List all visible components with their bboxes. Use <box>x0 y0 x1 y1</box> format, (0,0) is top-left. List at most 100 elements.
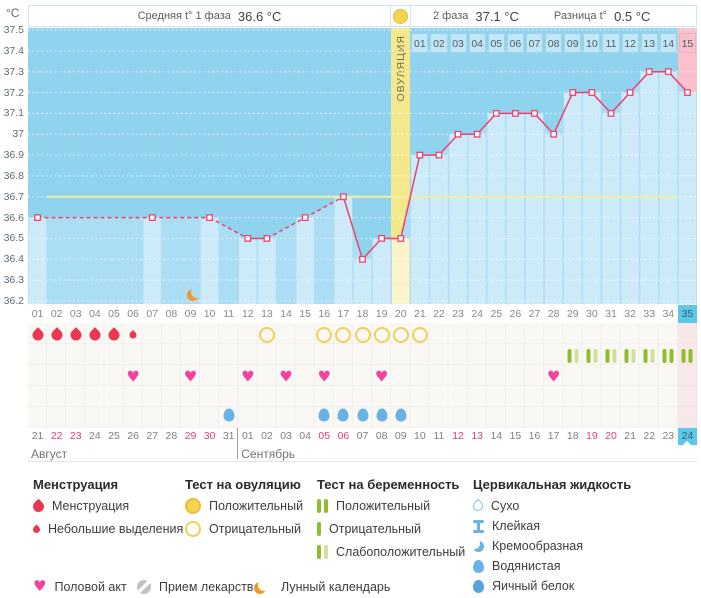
cycle-day-cell[interactable]: 28 <box>547 308 560 320</box>
cycle-day-cell[interactable]: 18 <box>356 308 369 320</box>
date-cell[interactable]: 10 <box>413 430 426 442</box>
temperature-bar[interactable] <box>678 92 697 304</box>
cycle-day-cell[interactable]: 13 <box>261 308 273 320</box>
temperature-point[interactable] <box>339 193 347 201</box>
temperature-point[interactable] <box>569 89 577 96</box>
cycle-day-cell[interactable]: 23 <box>452 308 464 320</box>
cycle-day-cell[interactable]: 20 <box>394 308 407 320</box>
date-cell[interactable]: 15 <box>509 430 522 442</box>
date-cell[interactable]: 31 <box>222 430 235 442</box>
date-cell[interactable]: 03 <box>280 430 292 442</box>
temperature-point[interactable] <box>512 109 519 117</box>
temperature-bar[interactable] <box>391 238 410 304</box>
cycle-day-cell[interactable]: 11 <box>223 308 235 320</box>
temperature-point[interactable] <box>206 214 213 222</box>
temperature-point[interactable] <box>244 235 252 242</box>
temperature-point[interactable] <box>473 130 481 138</box>
cycle-day-cell[interactable]: 05 <box>108 308 120 320</box>
temperature-point[interactable] <box>607 109 615 117</box>
temperature-bar[interactable] <box>621 92 639 304</box>
temperature-bar[interactable] <box>28 217 47 304</box>
cycle-day-cell[interactable]: 26 <box>509 308 522 320</box>
cycle-day-cell[interactable]: 06 <box>127 308 139 320</box>
temperature-bar[interactable] <box>563 92 582 304</box>
cycle-day-cell[interactable]: 08 <box>165 308 178 320</box>
cycle-day-cell[interactable]: 31 <box>605 308 617 320</box>
cycle-day-cell[interactable]: 24 <box>471 308 484 320</box>
cycle-day-cell[interactable]: 14 <box>280 308 292 320</box>
temperature-bar[interactable] <box>200 217 219 304</box>
temperature-point[interactable] <box>531 109 538 117</box>
date-cell[interactable]: 28 <box>165 430 178 442</box>
temperature-bar[interactable] <box>602 113 620 304</box>
cycle-day-cell[interactable]: 29 <box>566 308 579 320</box>
temperature-bar[interactable] <box>468 134 486 304</box>
temperature-point[interactable] <box>664 68 672 76</box>
date-cell[interactable]: 09 <box>394 430 407 442</box>
temperature-bar[interactable] <box>334 196 353 304</box>
date-cell[interactable]: 30 <box>203 430 216 442</box>
date-cell[interactable]: 24 <box>89 430 101 442</box>
cycle-day-cell[interactable]: 03 <box>69 308 82 320</box>
temperature-point[interactable] <box>263 235 271 242</box>
cycle-day-cell[interactable]: 16 <box>318 308 331 320</box>
temperature-bar[interactable] <box>525 113 544 304</box>
date-cell[interactable]: 23 <box>662 430 675 442</box>
temperature-bar[interactable] <box>544 134 563 304</box>
temperature-bar[interactable] <box>640 71 659 304</box>
cycle-day-cell[interactable]: 32 <box>624 308 636 320</box>
cycle-day-cell[interactable]: 22 <box>433 308 445 320</box>
date-cell[interactable]: 20 <box>605 430 617 442</box>
date-cell[interactable]: 26 <box>127 430 139 442</box>
temperature-bar[interactable] <box>353 259 372 304</box>
temperature-bar[interactable] <box>430 155 448 304</box>
date-cell[interactable]: 01 <box>241 430 254 442</box>
cycle-day-cell[interactable]: 12 <box>241 308 254 320</box>
temperature-point[interactable] <box>684 89 691 96</box>
date-cell[interactable]: 05 <box>318 430 331 442</box>
date-cell[interactable]: 27 <box>146 430 159 442</box>
temperature-bar[interactable] <box>296 217 314 304</box>
temperature-bar[interactable] <box>258 238 276 304</box>
date-cell[interactable]: 14 <box>490 430 503 442</box>
date-cell[interactable]: 08 <box>375 430 388 442</box>
cycle-day-cell[interactable]: 30 <box>586 308 598 320</box>
temperature-point[interactable] <box>588 89 596 96</box>
temperature-point[interactable] <box>148 214 156 222</box>
cycle-day-cell[interactable]: 27 <box>528 308 541 320</box>
temperature-bar[interactable] <box>449 134 467 304</box>
cycle-day-cell[interactable]: 15 <box>299 308 311 320</box>
date-cell[interactable]: 21 <box>31 430 44 442</box>
cycle-day-cell[interactable]: 10 <box>203 308 216 320</box>
date-cell[interactable]: 04 <box>299 430 311 442</box>
temperature-bar[interactable] <box>506 113 525 304</box>
date-cell[interactable]: 13 <box>471 430 484 442</box>
date-cell[interactable]: 18 <box>566 430 579 442</box>
cycle-day-cell[interactable]: 25 <box>490 308 503 320</box>
date-cell[interactable]: 16 <box>528 430 541 442</box>
cycle-day-cell[interactable]: 07 <box>146 308 159 320</box>
cycle-day-cell[interactable]: 01 <box>31 308 44 320</box>
date-cell[interactable]: 25 <box>108 430 120 442</box>
temperature-point[interactable] <box>378 235 386 242</box>
cycle-day-cell[interactable]: 04 <box>89 308 101 320</box>
cycle-day-cell[interactable]: 34 <box>662 308 675 320</box>
temperature-point[interactable] <box>301 214 309 222</box>
temperature-point[interactable] <box>645 68 653 76</box>
cycle-day-cell[interactable]: 09 <box>184 308 197 320</box>
date-cell[interactable]: 29 <box>184 430 197 442</box>
temperature-bar[interactable] <box>143 217 162 304</box>
date-cell[interactable]: 19 <box>586 430 598 442</box>
temperature-bar[interactable] <box>372 238 391 304</box>
cycle-day-cell[interactable]: 19 <box>375 308 388 320</box>
temperature-point[interactable] <box>626 89 634 96</box>
cycle-day-cell[interactable]: 33 <box>643 308 656 320</box>
temperature-point[interactable] <box>416 151 424 159</box>
temperature-point[interactable] <box>359 255 366 263</box>
cycle-day-cell[interactable]: 35 <box>677 305 697 323</box>
date-cell[interactable]: 22 <box>643 430 656 442</box>
date-cell[interactable]: 17 <box>547 430 560 442</box>
date-cell[interactable]: 24 <box>677 428 697 445</box>
date-cell[interactable]: 02 <box>261 430 273 442</box>
cycle-day-cell[interactable]: 17 <box>337 308 350 320</box>
